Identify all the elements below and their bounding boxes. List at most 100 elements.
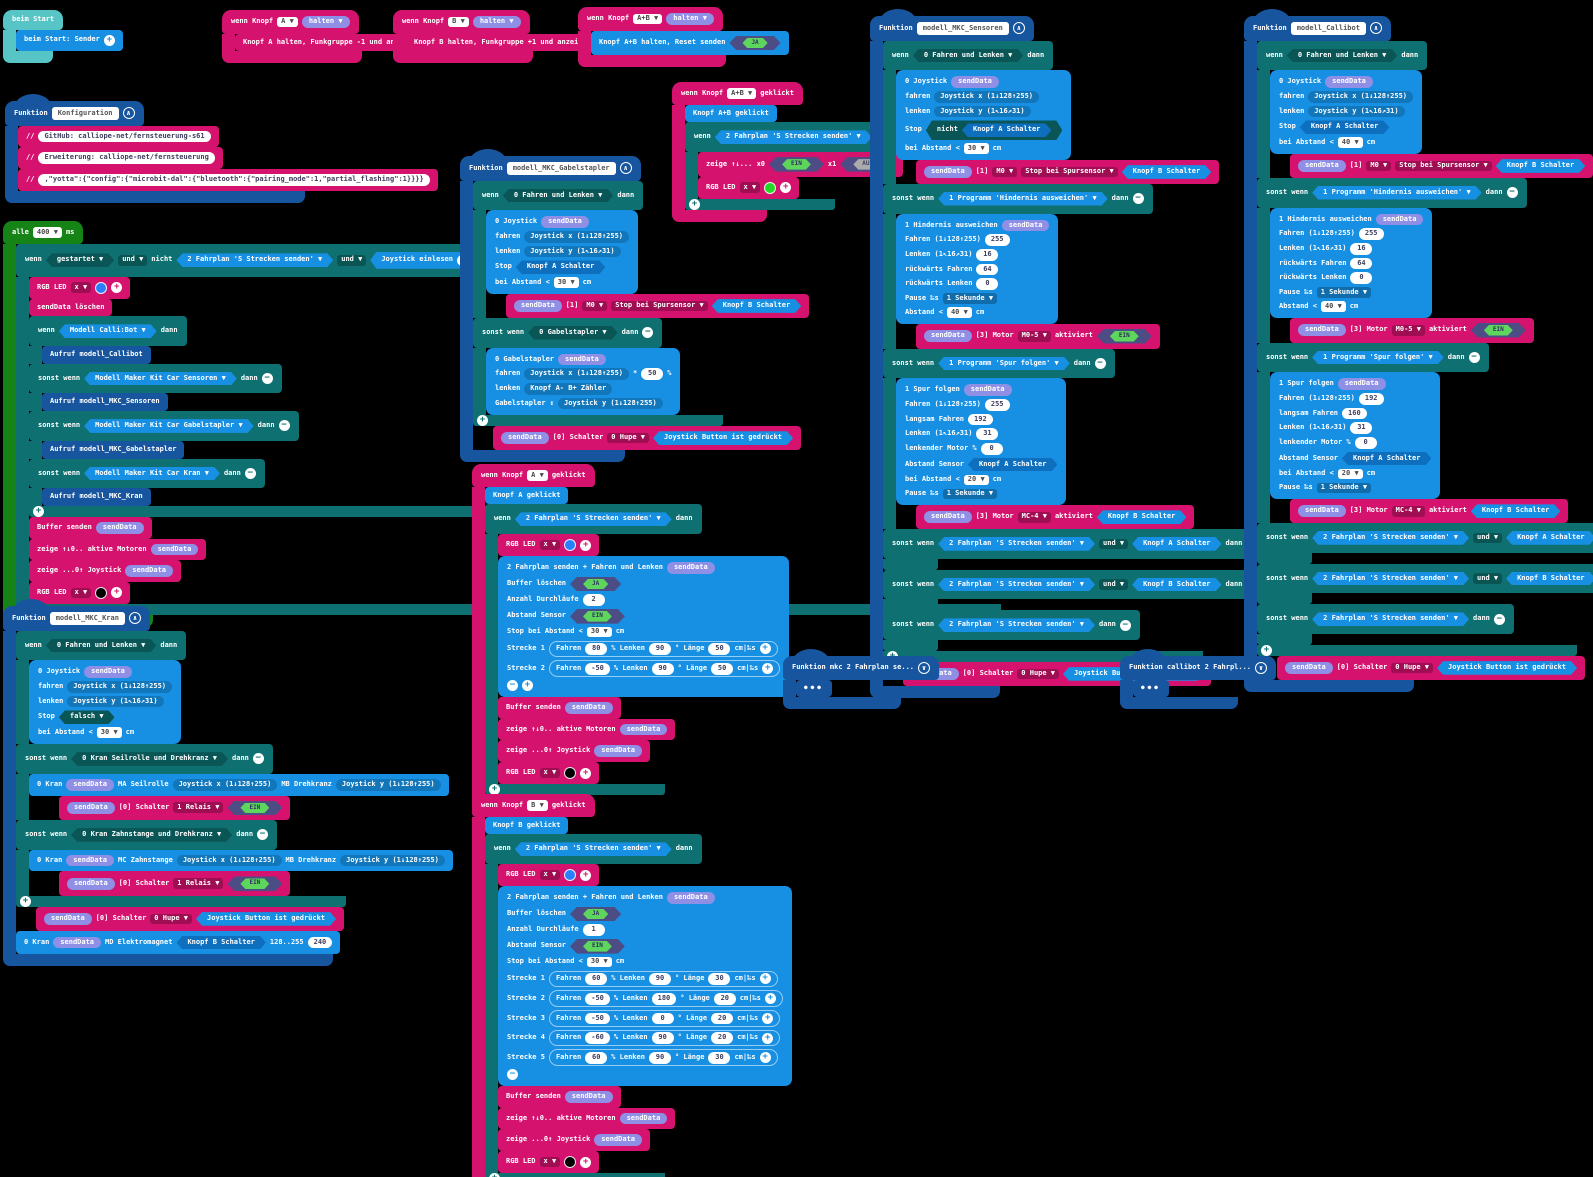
dropdown[interactable]: M0 ▼ [1366, 160, 1392, 172]
value-field[interactable]: 30 [708, 1051, 731, 1064]
reporter-box[interactable]: Joystick x (1↓128↑255) [172, 778, 278, 791]
hexagon-reporter[interactable]: Joystick Button ist gedrückt [196, 912, 336, 926]
value-field[interactable]: 0 [1354, 436, 1377, 449]
zeige-motoren-row[interactable]: zeige ↑↓0.. aktive Motoren sendData [498, 1107, 676, 1130]
hexagon-reporter[interactable]: 0 Fahren und Lenken ▼ [503, 189, 614, 203]
value-field[interactable]: 255 [984, 398, 1010, 411]
senddata-m0-row[interactable]: sendData [1] M0 ▼ Stop bei Spursensor ▼ Knop… [506, 294, 810, 318]
name-field[interactable]: modell_MKC_Kran [49, 612, 125, 625]
reporter-box[interactable]: Joystick x (1↓128↑255) [524, 368, 630, 380]
on-start-hat[interactable]: beim Start [3, 10, 64, 30]
dropdown[interactable]: x ▼ [70, 282, 92, 294]
color-swatch[interactable] [564, 869, 577, 882]
variable-pill[interactable]: sendData [963, 384, 1012, 396]
chevup-icon[interactable]: ∧ [122, 107, 135, 120]
senddata-m0-row[interactable]: sendData [1] M0 ▼ Stop bei Spursensor ▼ Knop… [1290, 154, 1593, 178]
hexagon-reporter[interactable]: Joystick Button ist gedrückt [1437, 661, 1577, 675]
dropdown[interactable]: x ▼ [539, 869, 561, 881]
dropdown[interactable]: 40 ▼ [1337, 137, 1363, 148]
value-field[interactable]: ,"yotta":{"config":{"microbit-dal":{"blu… [38, 174, 430, 186]
dropdown[interactable]: und ▼ [1473, 532, 1503, 544]
variable-pill[interactable]: sendData [150, 543, 199, 556]
elseif-spur-row[interactable]: sonst wenn 1 Programm 'Spur folgen' ▼ dann… [1257, 342, 1489, 373]
strecke-sub-block[interactable]: Fahren -50% Lenken 0 ° Länge 20 cm|‰s + [548, 1010, 781, 1027]
value-field[interactable]: -50 [585, 662, 610, 675]
dropdown[interactable]: Stop bei Spursensor ▼ [611, 300, 708, 312]
dropdown[interactable]: und ▼ [337, 254, 367, 266]
comment-erweiterung-row[interactable]: //Erweiterung: calliope-net/fernsteuerun… [18, 147, 223, 170]
dropdown[interactable]: M0 ▼ [992, 166, 1018, 178]
variable-pill[interactable]: sendData [924, 511, 972, 524]
hexagon-reporter[interactable]: Modell Calli:Bot ▼ [59, 324, 157, 338]
variable-pill[interactable]: sendData [564, 1091, 613, 1103]
toggle-value[interactable]: EIN [583, 611, 612, 622]
rgb-led-blue-row[interactable]: RGB LED x ▼ + [29, 276, 131, 299]
hexagon-reporter[interactable]: 0 Fahren und Lenken ▼ [46, 639, 157, 653]
hexagon-reporter[interactable]: 2 Fahrplan 'S Strecken senden' ▼ [938, 537, 1095, 551]
value-field[interactable]: 0 [651, 1012, 674, 1025]
hexagon-reporter[interactable]: Knopf B Schalter [1097, 510, 1186, 524]
rgb-led-blue-row[interactable]: RGB LED x ▼ + [498, 534, 600, 557]
value-field[interactable]: 0 [980, 442, 1003, 455]
kran-seilrolle-row[interactable]: 0 Kran sendData MA Seilrolle Joystick x (1↓… [29, 773, 449, 796]
function-mkc-collapsed-hat[interactable]: Funktion mkc 2 Fahrplan se... ∨ [783, 649, 940, 680]
value-field[interactable]: 20 [711, 1012, 734, 1025]
reporter-box[interactable]: Joystick x (1↓128↑255) [934, 91, 1040, 103]
toggle-hexagon[interactable]: JA [570, 907, 621, 922]
dropdown[interactable]: halten ▼ [301, 16, 350, 28]
dropdown[interactable]: 30 ▼ [586, 626, 612, 638]
plus-icon[interactable]: + [580, 767, 592, 779]
senddata-m0-row[interactable]: sendData [1] M0 ▼ Stop bei Spursensor ▼ Knop… [916, 160, 1220, 184]
color-swatch[interactable] [564, 767, 577, 780]
dropdown[interactable]: x ▼ [70, 587, 92, 599]
value-field[interactable]: 90 [648, 1051, 671, 1064]
hexagon-reporter[interactable]: nicht Knopf A Schalter [926, 120, 1063, 140]
zeige-motoren-row[interactable]: zeige ↑↓0.. aktive Motoren sendData [29, 538, 207, 561]
kran-zahnstange-row[interactable]: 0 Kran sendData MC Zahnstange Joystick x (1… [29, 849, 453, 872]
toggle-hexagon[interactable]: EIN [570, 939, 625, 954]
dropdown[interactable]: A ▼ [527, 470, 548, 481]
zeige-joystick-row[interactable]: zeige ...0↑ Joystick sendData [498, 1129, 651, 1152]
plus-icon[interactable]: + [762, 1012, 774, 1024]
color-swatch[interactable] [95, 586, 108, 599]
value-field[interactable]: 0 [1350, 272, 1373, 284]
variable-pill[interactable]: sendData [594, 1134, 643, 1147]
comment-github-row[interactable]: //GitHub: calliope-net/fernsteuerung-s61 [18, 125, 219, 148]
toggle-value[interactable]: EIN [583, 941, 612, 952]
dropdown[interactable]: MC-4 ▼ [1391, 505, 1425, 517]
variable-pill[interactable]: sendData [619, 1112, 668, 1125]
value-field[interactable]: 0 [976, 278, 999, 290]
dropdown[interactable]: A+B ▼ [633, 13, 663, 25]
dropdown[interactable]: 1 Sekunde ▼ [942, 293, 998, 304]
if-fahren-lenken[interactable]: wenn 0 Fahren und Lenken ▼ dann [16, 630, 187, 661]
value-field[interactable]: 192 [968, 413, 993, 426]
value-field[interactable]: 64 [1350, 257, 1373, 270]
dropdown[interactable]: 40 ▼ [946, 307, 972, 318]
strecke-sub-block[interactable]: Fahren -50% Lenken 180 ° Länge 20 cm|‰s + [548, 990, 783, 1007]
gabelstapler-panel[interactable]: 0 Gabelstapler sendData fahren Joystick x (… [486, 347, 681, 416]
value-field[interactable]: 60 [585, 1051, 608, 1064]
variable-pill[interactable]: sendData [501, 432, 549, 444]
rgb-led-blue-row[interactable]: RGB LED x ▼ + [498, 864, 600, 887]
hexagon-reporter[interactable]: 1 Programm 'Hindernis ausweichen' ▼ [938, 192, 1108, 206]
toggle-hexagon[interactable]: EIN [570, 609, 625, 624]
strecke-sub-block[interactable]: Fahren 80% Lenken 90 ° Länge 50 cm|‰s + [548, 640, 778, 658]
chevup-icon[interactable]: ∧ [128, 612, 141, 625]
hexagon-reporter[interactable]: 2 Fahrplan 'S Strecken senden' ▼ [938, 578, 1095, 592]
motor-m05-row[interactable]: sendData [3] Motor M0-5 ▼ aktiviert EIN [1290, 317, 1534, 343]
value-field[interactable]: -60 [585, 1032, 610, 1044]
reporter-box[interactable]: Joystick y (1↖16↗31) [934, 105, 1031, 118]
dropdown[interactable]: 1 Relais ▼ [173, 802, 224, 814]
start-sender-row[interactable]: beim Start: Sender + [16, 29, 123, 51]
dropdown[interactable]: M0-5 ▼ [1017, 330, 1051, 342]
hexagon-reporter[interactable]: 0 Fahren und Lenken ▼ [913, 49, 1024, 63]
value-field[interactable]: 90 [648, 643, 671, 655]
dropdown[interactable]: 0 Hupe ▼ [607, 432, 650, 444]
collapsed-body[interactable]: ●●● [796, 680, 832, 697]
elseif-seilrolle-row[interactable]: sonst wenn 0 Kran Seilrolle und Drehkranz… [16, 744, 273, 774]
hexagon-reporter[interactable]: 2 Fahrplan 'S Strecken senden' ▼ [1312, 612, 1469, 626]
dropdown[interactable]: M0-5 ▼ [1391, 324, 1425, 336]
call-modell-callibot[interactable]: Aufruf modell_Callibot [42, 346, 151, 364]
elseif-fahrplan-a-row[interactable]: sonst wenn 2 Fahrplan 'S Strecken senden'… [883, 529, 1267, 559]
